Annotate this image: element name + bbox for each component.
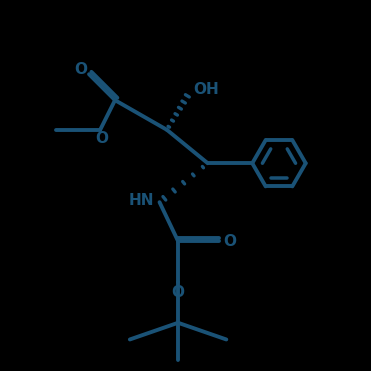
- Text: O: O: [223, 234, 237, 249]
- Text: HN: HN: [128, 193, 154, 208]
- Text: O: O: [74, 62, 88, 77]
- Text: OH: OH: [193, 82, 219, 96]
- Text: O: O: [171, 285, 185, 300]
- Text: O: O: [95, 131, 109, 145]
